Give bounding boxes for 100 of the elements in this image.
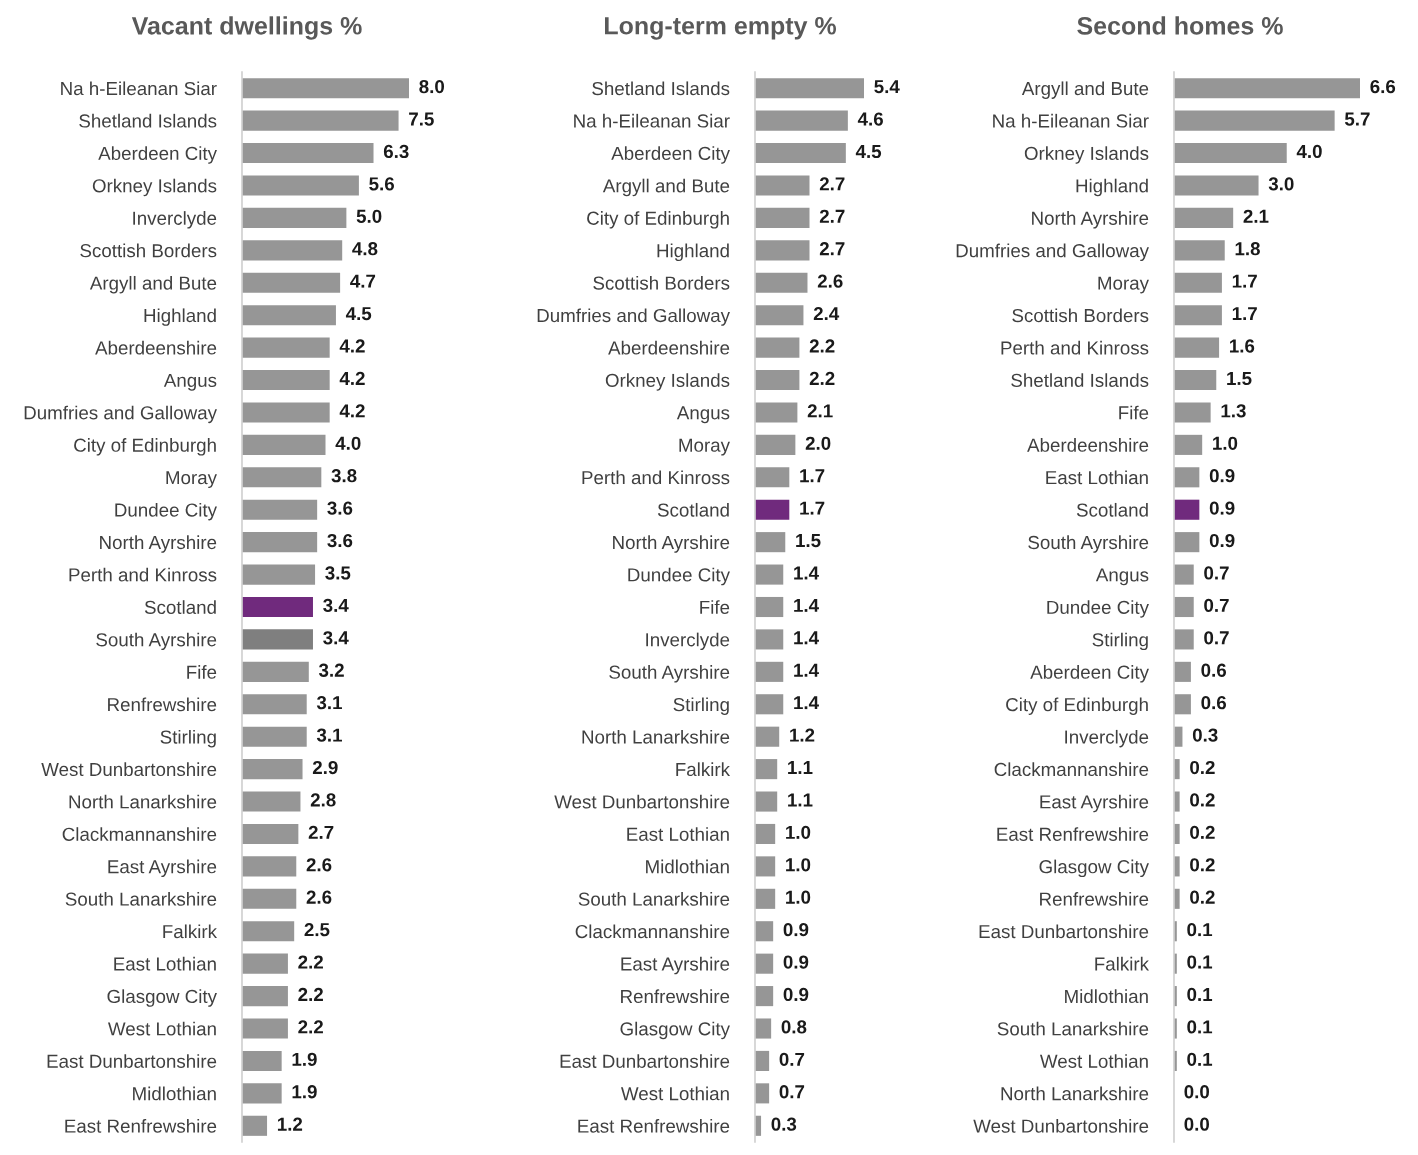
data-label: 0.7	[1204, 598, 1229, 613]
data-label: 1.7	[1232, 274, 1257, 288]
y-tick-label: Argyll and Bute	[89, 275, 217, 294]
y-tick-label: West Dunbartonshire	[41, 762, 217, 777]
data-label: 0.9	[1209, 501, 1235, 515]
data-label: 3.6	[327, 501, 353, 515]
data-label: 1.5	[1227, 371, 1252, 386]
data-label: 0.0	[1184, 1085, 1210, 1099]
data-label: 0.1	[1187, 955, 1213, 969]
y-tick-label: East Dunbartonshire	[560, 1054, 730, 1068]
y-tick-label: North Lanarkshire	[582, 729, 730, 744]
data-label: 3.5	[325, 566, 351, 580]
data-label: 0.9	[783, 923, 809, 937]
data-label: 8.0	[419, 79, 445, 94]
data-label: 5.6	[369, 177, 395, 191]
y-tick-label: Dumfries and Galloway	[537, 308, 730, 326]
bar	[242, 272, 341, 293]
bar	[755, 272, 808, 293]
y-tick-label: Scotland	[144, 600, 216, 614]
data-label: 0.2	[1190, 890, 1215, 904]
data-label: 1.9	[292, 1085, 317, 1099]
y-tick-label: Midlothian	[133, 1086, 216, 1101]
y-tick-label: City of Edinburgh	[1006, 697, 1148, 715]
y-tick-label: South Ayrshire	[96, 632, 217, 651]
data-label: 1.0	[1213, 436, 1238, 450]
y-tick-label: South Ayrshire	[609, 665, 730, 683]
data-label: 0.7	[1204, 631, 1229, 645]
y-tick-label: Aberdeen City	[1030, 665, 1149, 683]
y-tick-label: West Lothian	[107, 1021, 216, 1036]
data-label: 0.2	[1190, 793, 1215, 807]
bar	[755, 1083, 770, 1104]
bar	[242, 240, 343, 261]
y-tick-label: Highland	[144, 308, 216, 326]
y-tick-label: Highland	[1076, 178, 1148, 197]
bar	[242, 1018, 288, 1039]
y-tick-label: Falkirk	[1095, 956, 1150, 971]
y-tick-label: Dumfries and Galloway	[956, 243, 1149, 262]
y-tick-label: East Ayrshire	[1040, 794, 1149, 813]
bar	[1174, 369, 1217, 391]
y-tick-label: Clackmannanshire	[62, 827, 217, 841]
data-label: 2.0	[805, 436, 831, 450]
data-label: 1.9	[292, 1052, 317, 1066]
y-tick-label: Na h-Eileanan Siar	[61, 81, 217, 96]
bar	[755, 921, 774, 942]
data-label: 1.4	[794, 631, 819, 645]
data-label: 1.3	[1221, 404, 1246, 418]
data-label: 0.9	[1209, 533, 1235, 548]
y-tick-label: Glasgow City	[1039, 859, 1149, 878]
data-label: 0.8	[781, 1020, 807, 1034]
y-tick-label: Inverclyde	[1065, 729, 1149, 748]
bar	[755, 564, 784, 585]
bar	[1174, 791, 1180, 812]
data-label: 6.3	[383, 144, 409, 159]
bar	[755, 596, 784, 618]
bar	[755, 143, 846, 164]
data-label: 5.7	[1344, 112, 1370, 126]
bar	[242, 1115, 268, 1136]
data-label: 3.6	[327, 533, 353, 548]
bar	[242, 888, 297, 909]
y-tick-label: Moray	[1098, 276, 1149, 294]
data-label: 0.7	[1204, 566, 1229, 580]
data-label: 2.1	[1243, 209, 1269, 223]
data-label: 4.2	[339, 404, 365, 418]
data-label: 1.4	[794, 566, 819, 580]
bar	[242, 1083, 282, 1104]
bar	[1174, 143, 1287, 164]
bar	[755, 175, 810, 196]
y-tick-label: Moray	[166, 471, 217, 488]
bar	[242, 726, 307, 747]
bar	[242, 564, 316, 585]
data-label: 0.1	[1187, 923, 1213, 937]
data-label: 1.4	[794, 598, 819, 612]
bar	[242, 207, 347, 228]
y-tick-label: Dundee City	[1047, 600, 1149, 618]
data-label: 0.2	[1190, 825, 1215, 839]
y-tick-label: Dundee City	[628, 567, 730, 586]
bar	[242, 78, 409, 99]
y-tick-label: Aberdeenshire	[95, 340, 217, 355]
data-label: 2.4	[813, 306, 840, 321]
y-tick-label: Orkney Islands	[92, 178, 217, 197]
data-label: 2.8	[310, 793, 336, 807]
data-label: 1.1	[788, 761, 813, 774]
y-tick-label: Scotland	[1076, 502, 1148, 517]
bar	[242, 694, 307, 715]
y-tick-label: West Dunbartonshire	[554, 794, 730, 809]
y-tick-label: Fife	[187, 665, 217, 679]
y-tick-label: South Lanarkshire	[65, 892, 217, 906]
data-label: 2.7	[819, 177, 845, 191]
bar	[755, 629, 784, 650]
y-tick-label: West Dunbartonshire	[973, 1118, 1149, 1133]
data-label: 4.8	[352, 242, 378, 256]
data-label: 2.7	[819, 209, 845, 223]
bar	[242, 661, 309, 682]
y-tick-label: Angus	[163, 373, 217, 391]
bar	[242, 305, 336, 326]
bar	[242, 499, 318, 520]
chart-title: Second homes %	[1077, 16, 1283, 35]
y-tick-label: Shetland Islands	[1011, 373, 1149, 388]
y-tick-label: Aberdeenshire	[608, 340, 730, 355]
y-tick-label: Clackmannanshire	[575, 924, 730, 939]
